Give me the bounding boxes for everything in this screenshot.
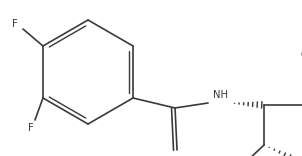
Text: F: F xyxy=(12,19,18,29)
Text: NH: NH xyxy=(213,90,227,100)
Text: F: F xyxy=(28,123,34,133)
Text: O: O xyxy=(300,50,302,60)
